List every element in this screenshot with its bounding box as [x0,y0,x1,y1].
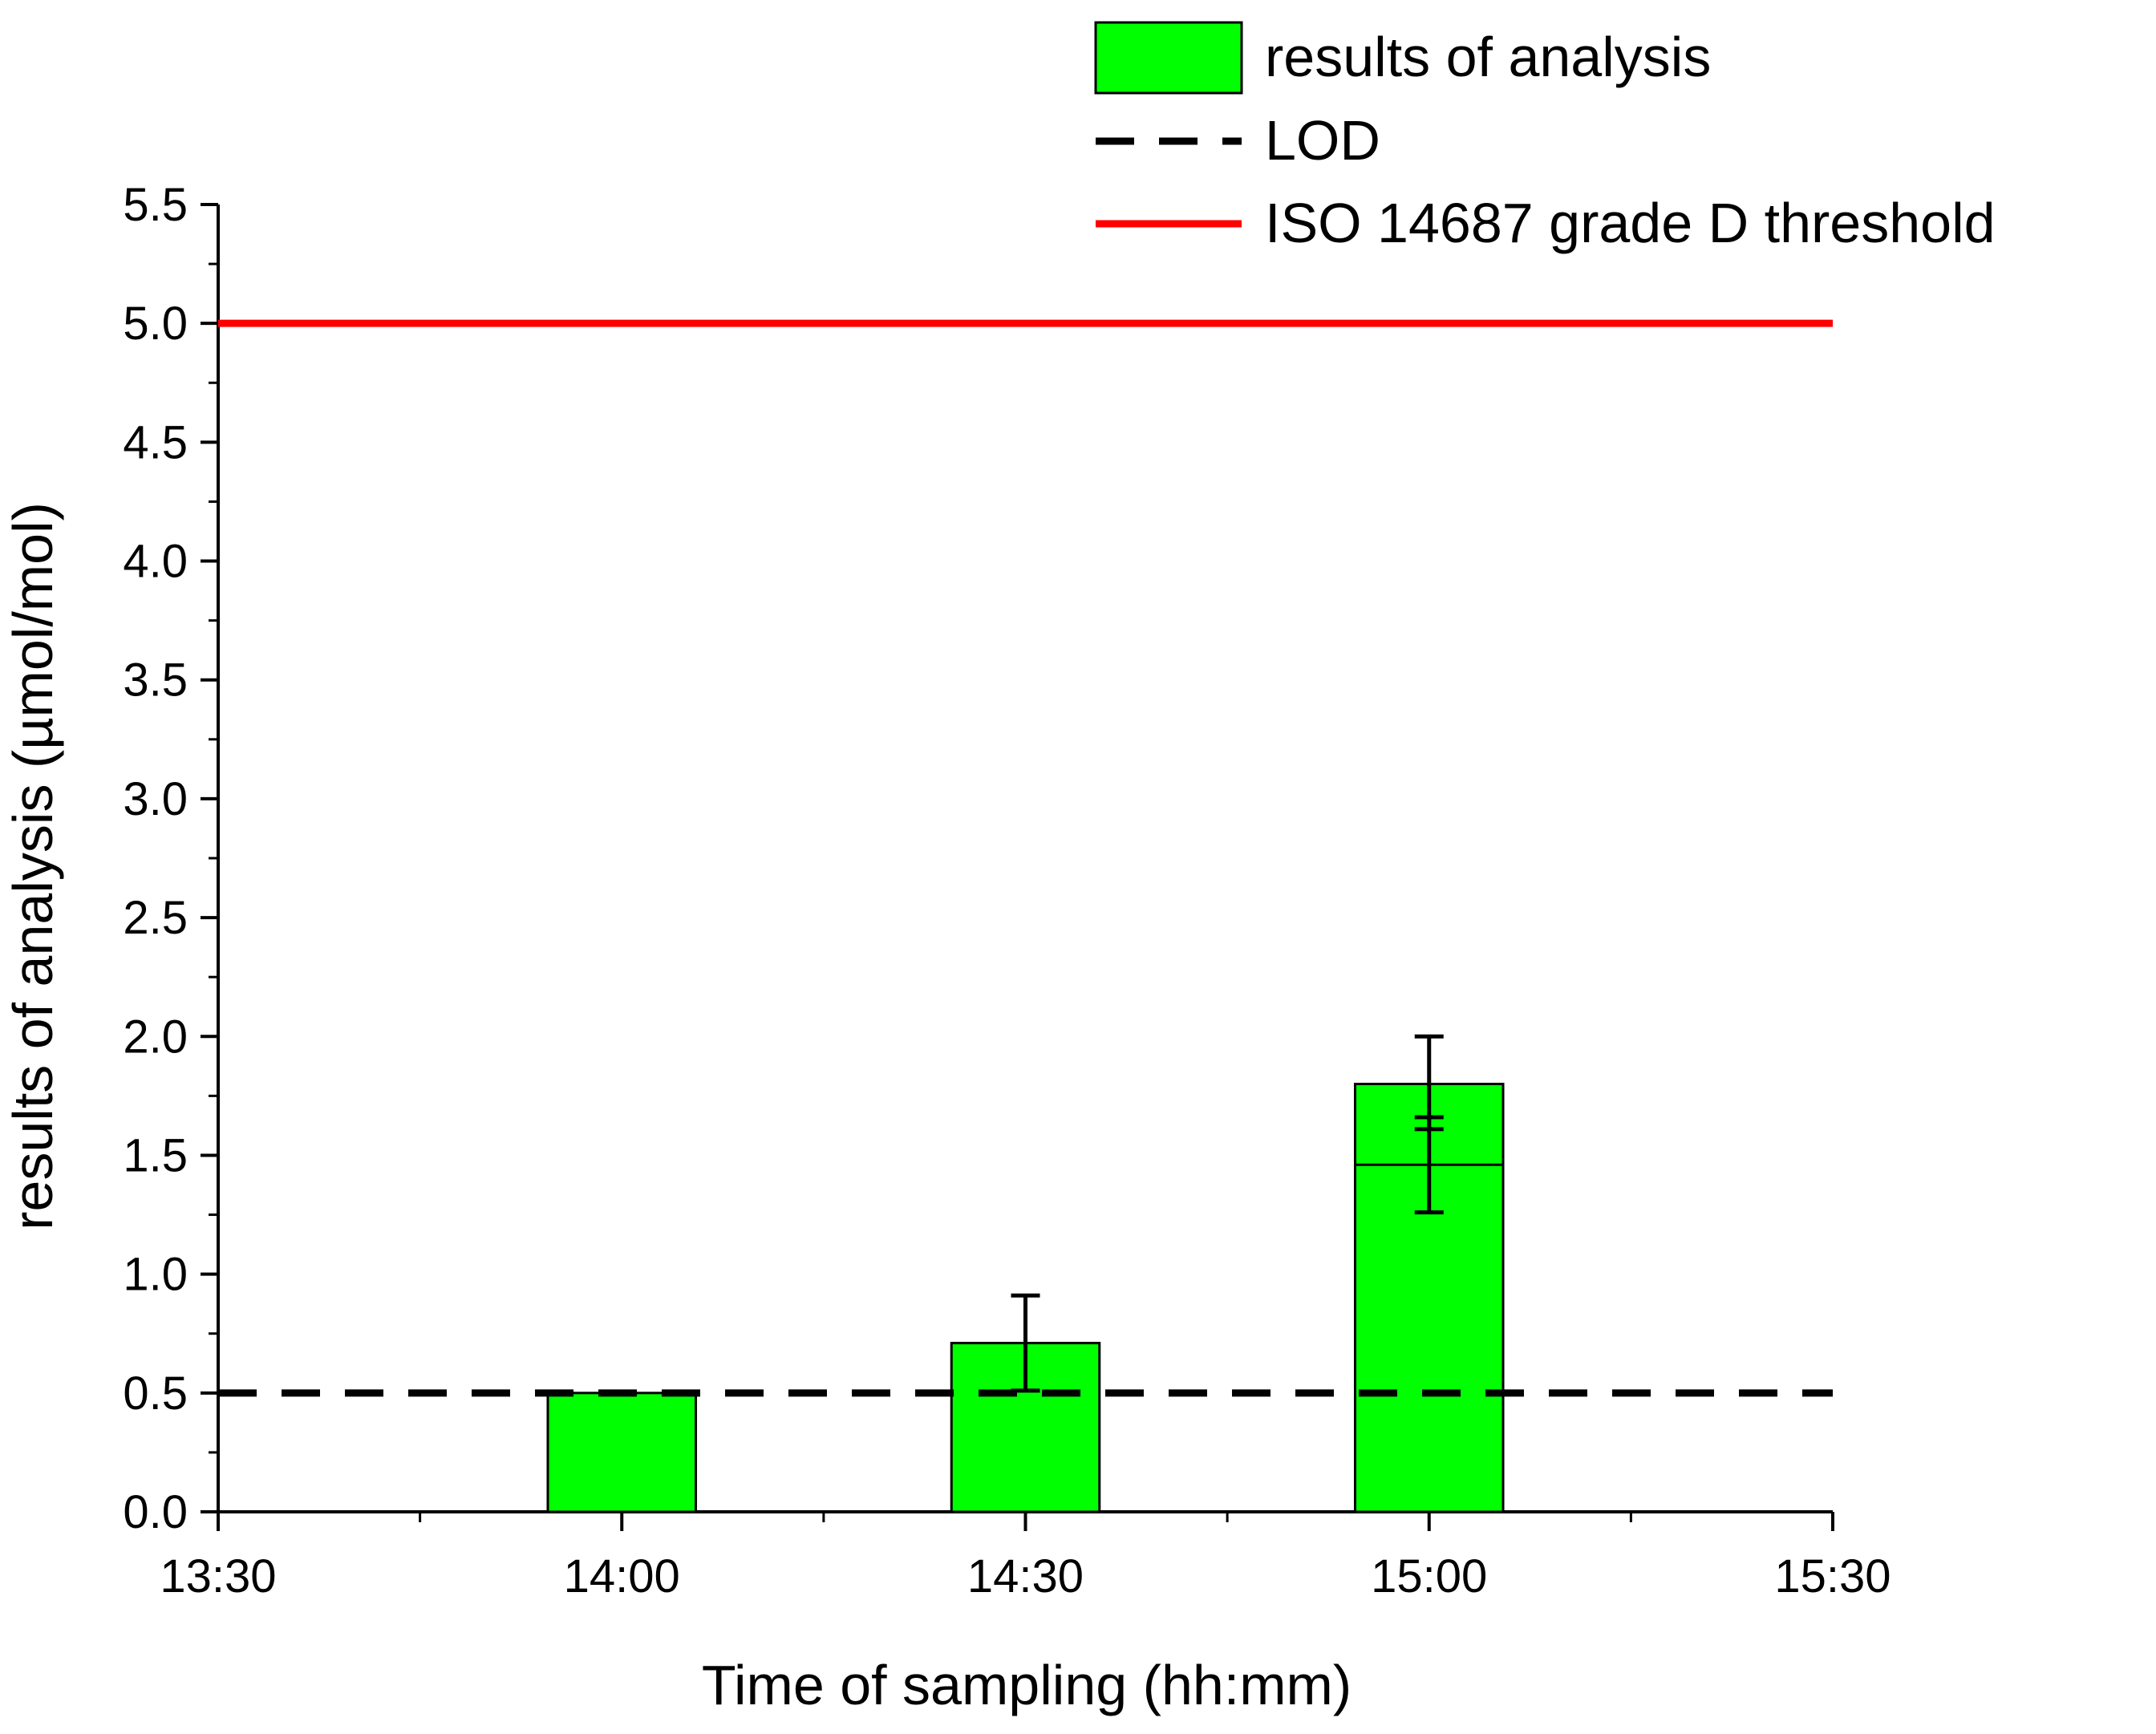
y-tick-label: 5.5 [123,179,188,231]
y-tick-label: 1.5 [123,1129,188,1181]
legend-label-results: results of analysis [1265,26,1711,88]
legend: results of analysis LOD ISO 14687 grade … [1094,21,1996,254]
y-tick-label: 4.5 [123,416,188,468]
legend-label-lod: LOD [1265,109,1380,172]
y-tick-label: 1.0 [123,1249,188,1301]
y-axis: 0.0 0.5 1.0 1.5 2.0 2.5 3.0 3.5 4.0 4.5 5.0 5.5 [123,179,220,1538]
y-tick-label: 3.5 [123,654,188,707]
y-tick-label: 2.5 [123,892,188,944]
y-tick-label: 0.5 [123,1367,188,1420]
bar [546,1392,698,1513]
y-tick-label: 5.0 [123,298,188,350]
legend-swatch-results [1094,21,1243,95]
x-tick-label: 14:00 [564,1550,680,1602]
x-tick-label: 15:00 [1371,1550,1487,1602]
y-tick-label: 4.0 [123,536,188,588]
y-tick-label: 3.0 [123,773,188,825]
y-tick-label: 2.0 [123,1011,188,1063]
x-axis: 13:30 14:00 14:30 15:00 15:30 [160,1510,1891,1602]
x-tick-label: 13:30 [160,1550,276,1602]
bars [546,1034,1505,1513]
x-tick-label: 14:30 [967,1550,1084,1602]
y-axis-title: results of analysis (µmol/mol) [2,502,64,1230]
x-tick-label: 15:30 [1774,1550,1891,1602]
reference-lines [218,319,1833,1397]
y-tick-label: 0.0 [123,1486,188,1538]
x-axis-title: Time of sampling (hh:mm) [702,1654,1352,1716]
legend-label-iso: ISO 14687 grade D threshold [1265,192,1996,254]
